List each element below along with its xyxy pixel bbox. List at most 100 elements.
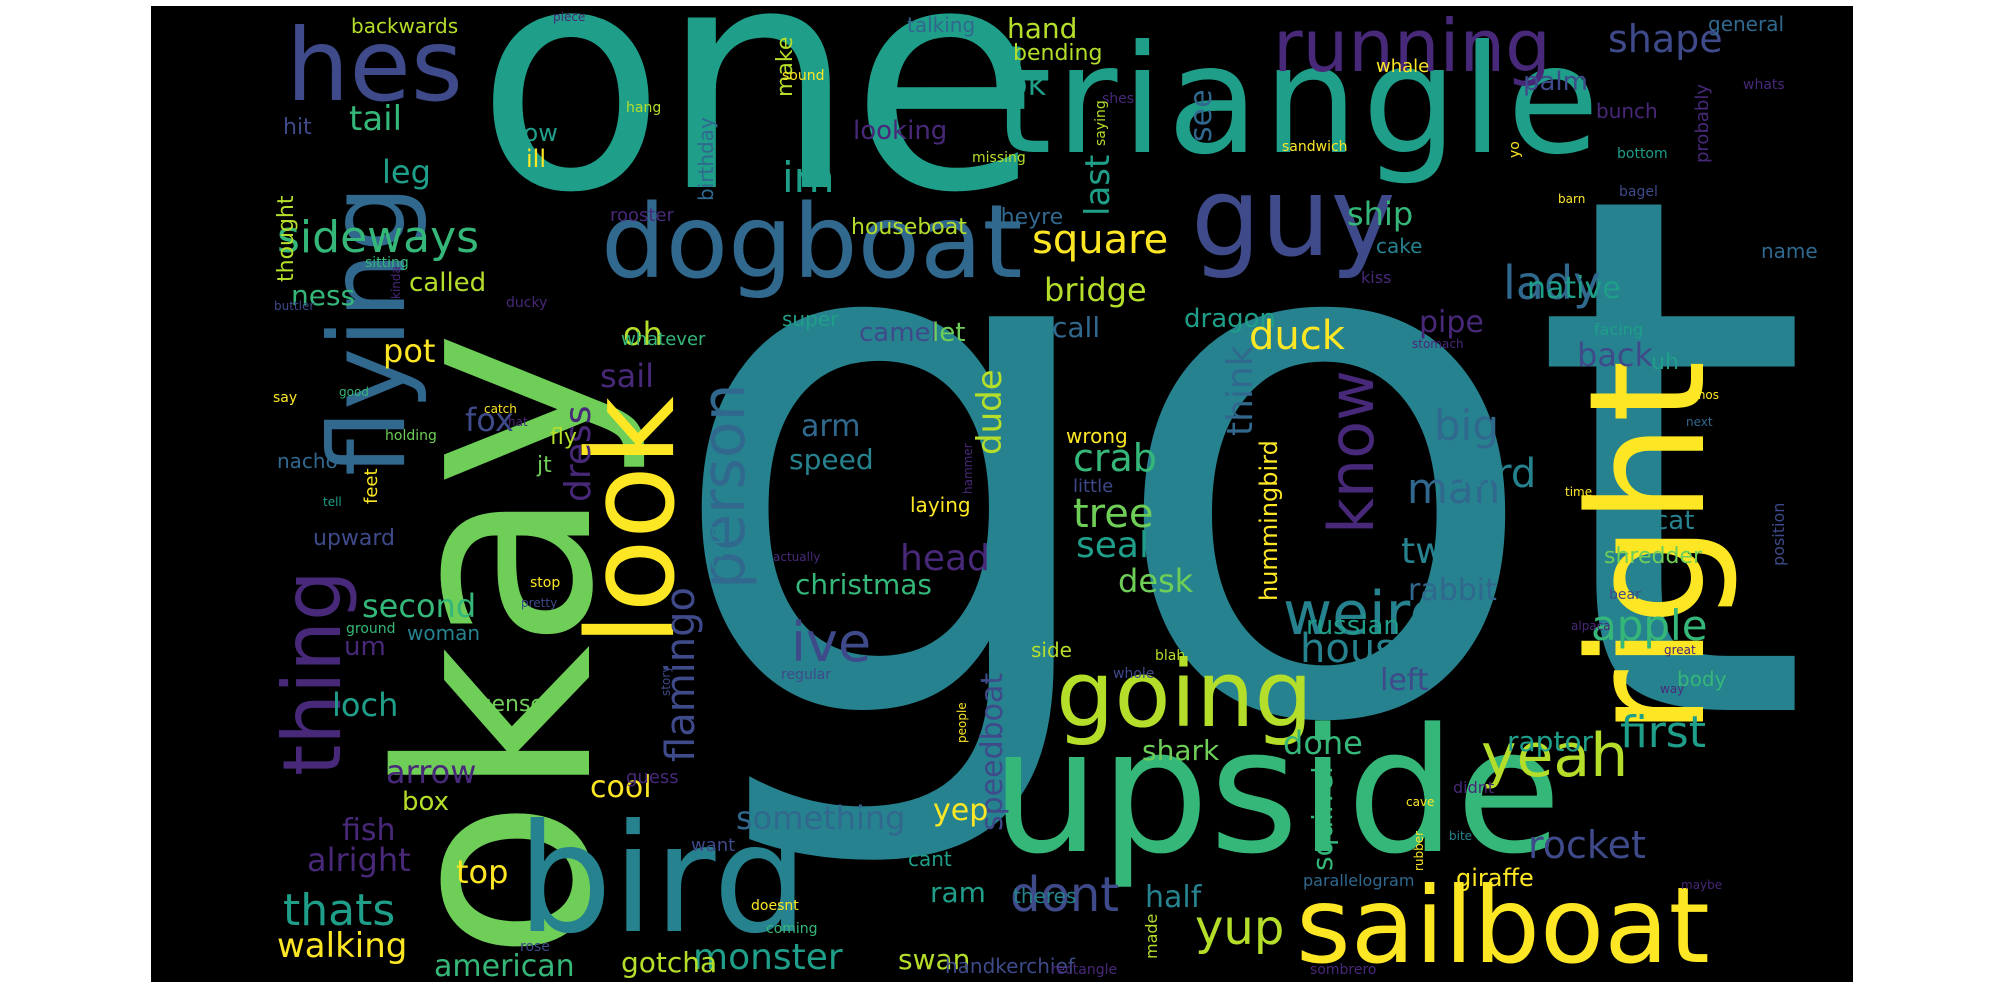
word-call: call	[1052, 311, 1101, 344]
word-theres: theres	[1013, 884, 1077, 908]
word-crow: crow	[501, 119, 558, 147]
word-pot: pot	[383, 332, 436, 370]
word-holding: holding	[385, 428, 437, 444]
word-bottom: bottom	[1617, 146, 1668, 162]
word-good: good	[339, 385, 369, 399]
word-yeah: yeah	[1481, 721, 1629, 791]
word-bridge: bridge	[1044, 271, 1147, 309]
word-sense: sense	[480, 692, 544, 717]
word-parallelogram: parallelogram	[1303, 871, 1415, 890]
word-kiss: kiss	[1361, 268, 1392, 287]
word-coming: coming	[766, 921, 818, 937]
word-whos: whos	[1688, 388, 1720, 402]
word-maybe: maybe	[1681, 878, 1723, 892]
word-last: last	[1078, 154, 1118, 216]
word-story: story	[659, 665, 673, 696]
word-uh: uh	[1651, 350, 1679, 375]
word-thats: thats	[283, 885, 396, 936]
word-dragon: dragon	[1184, 304, 1277, 334]
word-one: one	[476, 6, 1041, 261]
word-thought: thought	[274, 195, 299, 282]
word-yup: yup	[1195, 900, 1285, 956]
word-shape: shape	[1608, 17, 1723, 61]
word-missing: missing	[972, 150, 1026, 166]
word-people: people	[955, 702, 969, 743]
word-bite: bite	[1449, 829, 1473, 843]
word-doesnt: doesnt	[751, 898, 799, 914]
word-hit: hit	[283, 115, 312, 140]
word-see: see	[1184, 89, 1219, 142]
word-buttler: buttler	[274, 299, 315, 313]
word-giraffe: giraffe	[1456, 864, 1534, 892]
word-piece: piece	[553, 10, 586, 24]
word-whale: whale	[1376, 56, 1430, 77]
word-woman: woman	[407, 621, 481, 645]
word-palm: palm	[1523, 67, 1588, 97]
word-desk: desk	[1118, 562, 1194, 600]
word-let: let	[932, 318, 966, 348]
word-probably: probably	[1692, 84, 1713, 163]
word-camel: camel	[859, 318, 938, 348]
word-super: super	[782, 307, 839, 331]
word-fetal: fetal	[1601, 213, 1628, 227]
word-ram: ram	[930, 876, 986, 909]
word-swan: swan	[898, 943, 971, 976]
word-whole: whole	[1113, 666, 1155, 682]
word-name: name	[1761, 239, 1818, 263]
word-russian: russian	[1306, 611, 1400, 641]
word-head: head	[900, 538, 990, 579]
word-hat: hat	[508, 415, 528, 429]
word-two: two	[1401, 531, 1467, 572]
word-ill: ill	[526, 145, 547, 173]
word-lady: lady	[1503, 256, 1601, 310]
word-cant: cant	[908, 847, 952, 871]
word-actually: actually	[773, 550, 821, 564]
word-tail: tail	[349, 99, 403, 139]
word-dude: dude	[970, 369, 1010, 455]
word-hummingbird: hummingbird	[1255, 440, 1283, 601]
word-crab: crab	[1073, 436, 1157, 480]
word-bear: bear	[1609, 587, 1641, 603]
word-cloud: got one okay triangle upside right bird …	[151, 6, 1853, 982]
word-ship: ship	[1347, 195, 1414, 233]
word-blah: blah	[1155, 648, 1186, 664]
word-got: got	[662, 42, 1812, 880]
word-dress: dress	[558, 405, 599, 502]
word-long: long	[1319, 668, 1384, 703]
word-guy: guy	[1191, 153, 1396, 281]
word-seal: seal	[1076, 525, 1149, 566]
word-first: first	[1620, 707, 1706, 758]
word-monster: monster	[693, 937, 843, 978]
word-rose: rose	[520, 939, 550, 955]
word-bagel: bagel	[1619, 184, 1658, 200]
word-cake: cake	[1376, 234, 1423, 258]
word-top: top	[456, 853, 509, 891]
word-rabbit: rabbit	[1408, 573, 1497, 608]
word-nacho: nacho	[277, 449, 338, 473]
word-bird: bird	[517, 793, 809, 967]
word-body: body	[1677, 667, 1727, 691]
word-raptor: raptor	[1507, 725, 1594, 758]
word-general: general	[1708, 12, 1785, 36]
word-rubber: rubber	[1412, 830, 1426, 871]
word-looking: looking	[853, 116, 948, 146]
word-great: great	[1664, 643, 1696, 657]
word-catch: catch	[484, 402, 517, 416]
word-fish: fish	[342, 813, 396, 848]
word-dont: dont	[1010, 867, 1120, 923]
word-birthday: birthday	[694, 117, 718, 201]
word-guess: guess	[626, 767, 679, 788]
word-stop: stop	[530, 575, 561, 591]
word-called: called	[409, 268, 487, 298]
word-cat: cat	[1654, 506, 1695, 536]
word-done: done	[1283, 724, 1363, 762]
word-make: make	[773, 36, 798, 97]
word-yo: yo	[1507, 141, 1523, 158]
word-sideways: sideways	[277, 212, 480, 263]
word-sound: sound	[782, 68, 825, 84]
word-third: third	[1443, 451, 1537, 497]
word-um: um	[344, 632, 386, 662]
word-theyre: theyre	[992, 205, 1064, 230]
word-pipe: pipe	[1419, 305, 1484, 340]
word-saying: saying	[1093, 100, 1109, 146]
